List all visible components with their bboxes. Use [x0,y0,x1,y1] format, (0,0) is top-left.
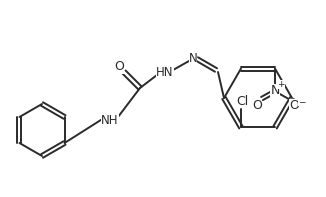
Text: Cl: Cl [236,95,248,108]
Text: O: O [252,99,262,112]
Text: +: + [277,80,285,89]
Text: O: O [289,99,299,112]
Text: HN: HN [156,65,174,78]
Text: NH: NH [101,113,119,126]
Text: −: − [298,97,306,106]
Text: O: O [114,60,124,73]
Text: N: N [189,51,197,64]
Text: N: N [270,84,280,97]
